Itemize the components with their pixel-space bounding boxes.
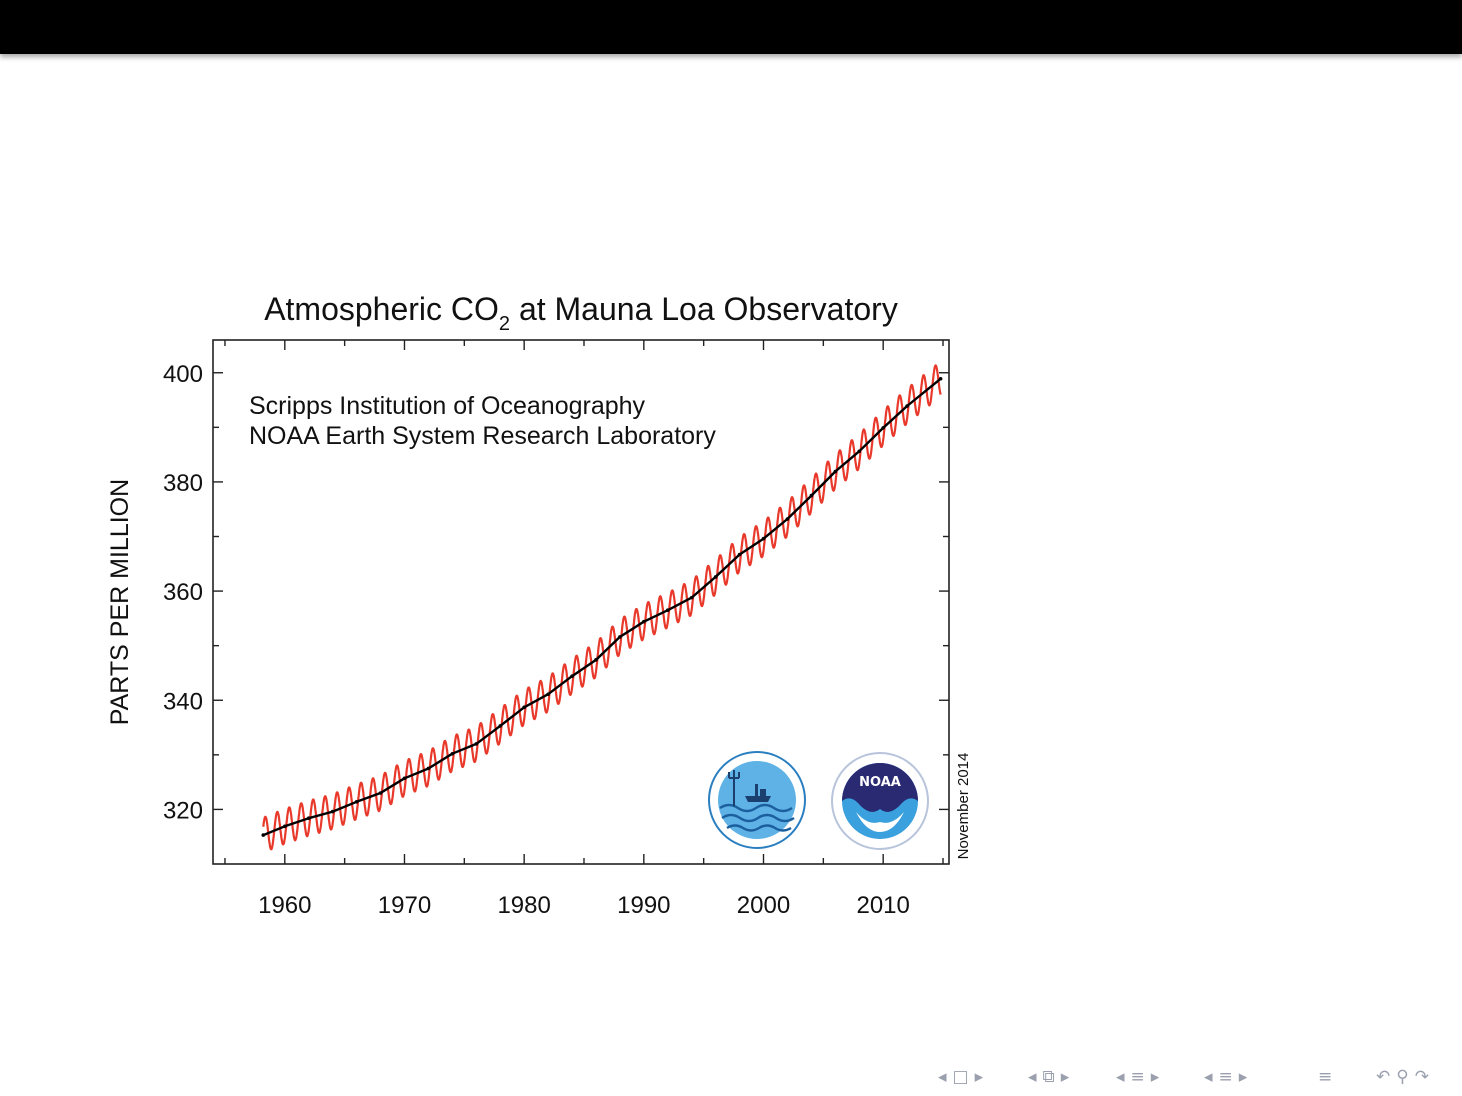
y-tick-label: 340 <box>163 688 203 715</box>
y-tick-label: 380 <box>163 470 203 497</box>
x-tick-labels: 1960 1970 1980 1990 2000 2010 <box>258 892 910 919</box>
chart-title: Atmospheric CO2 at Mauna Loa Observatory <box>264 291 898 335</box>
annotation-noaa: NOAA Earth System Research Laboratory <box>249 422 716 450</box>
frame-next-icon[interactable]: ▸ <box>974 1067 984 1087</box>
y-axis-label: PARTS PER MILLION <box>106 479 134 725</box>
trend-points <box>261 376 943 837</box>
trend-point <box>905 404 909 408</box>
nav-section-2: ◂ ≡ ▸ <box>1204 1064 1247 1090</box>
trend-point <box>689 595 694 600</box>
trend-point <box>498 724 503 728</box>
scripps-logo <box>706 751 807 850</box>
nav-frame: ◂ □ ▸ <box>938 1064 983 1090</box>
section-prev-icon[interactable]: ◂ <box>1116 1067 1125 1087</box>
trend-point <box>426 766 431 771</box>
trend-point <box>402 776 407 781</box>
section-next-icon[interactable]: ▸ <box>1150 1067 1160 1087</box>
trend-point <box>261 833 266 837</box>
trend-point <box>283 824 287 829</box>
nav-align: ≡ <box>1318 1064 1332 1090</box>
x-tick-label: 1990 <box>617 892 670 919</box>
series-monthly-co2 <box>262 364 942 851</box>
nav-search: ↶ ⚲ ↷ <box>1376 1064 1429 1090</box>
trend-point <box>330 809 335 814</box>
undo-icon[interactable]: ↶ <box>1376 1067 1391 1087</box>
x-tick-label: 2000 <box>737 892 790 919</box>
align-icon[interactable]: ≡ <box>1318 1067 1333 1087</box>
svg-text:NOAA: NOAA <box>859 775 901 790</box>
trend-point <box>378 791 383 795</box>
trend-point <box>522 705 526 710</box>
section-icon[interactable]: ≡ <box>1218 1067 1233 1087</box>
section-prev-icon[interactable]: ◂ <box>1204 1067 1213 1087</box>
top-bar <box>0 0 1462 54</box>
x-tick-label: 1960 <box>258 892 311 919</box>
subsection-icon[interactable]: ⧉ <box>1042 1067 1055 1087</box>
noaa-logo: NOAA <box>829 752 932 850</box>
y-tick-label: 360 <box>163 579 203 606</box>
trend-point <box>881 426 885 430</box>
section-next-icon[interactable]: ▸ <box>1238 1067 1248 1087</box>
x-tick-label: 1980 <box>497 892 550 919</box>
trend-point <box>546 692 550 697</box>
trend-point <box>618 635 622 639</box>
y-tick-labels: 320 340 360 380 400 <box>163 361 203 825</box>
trend-point <box>306 816 311 820</box>
trend-point <box>665 608 670 612</box>
trend-point <box>594 658 598 662</box>
axis-ticks <box>213 340 949 864</box>
subsection-prev-icon[interactable]: ◂ <box>1028 1067 1037 1087</box>
trend-point <box>354 799 359 804</box>
nav-subsection: ◂ ⧉ ▸ <box>1028 1064 1069 1090</box>
trend-point <box>570 674 574 679</box>
subsection-next-icon[interactable]: ▸ <box>1060 1067 1070 1087</box>
search-icon[interactable]: ⚲ <box>1396 1067 1409 1087</box>
trend-point <box>450 751 455 756</box>
plot-frame <box>212 339 950 865</box>
trend-point <box>809 493 814 498</box>
redo-icon[interactable]: ↷ <box>1414 1067 1429 1087</box>
date-note: November 2014 <box>955 753 972 860</box>
y-tick-label: 320 <box>163 797 203 824</box>
trend-point <box>857 449 862 454</box>
trend-point <box>785 517 790 521</box>
x-tick-label: 2010 <box>856 892 909 919</box>
trend-point <box>474 742 479 746</box>
trend-point <box>761 536 766 541</box>
frame-prev-icon[interactable]: ◂ <box>938 1067 947 1087</box>
trend-point <box>713 575 718 579</box>
annotation-scripps: Scripps Institution of Oceanography <box>249 392 646 420</box>
x-tick-label: 1970 <box>378 892 431 919</box>
trend-point <box>938 376 943 381</box>
trend-point <box>833 469 838 474</box>
trend-point <box>737 552 742 557</box>
nav-section: ◂ ≡ ▸ <box>1116 1064 1159 1090</box>
y-tick-label: 400 <box>163 361 203 388</box>
frame-icon[interactable]: □ <box>952 1067 969 1087</box>
section-icon[interactable]: ≡ <box>1130 1067 1145 1087</box>
trend-point <box>642 619 646 624</box>
